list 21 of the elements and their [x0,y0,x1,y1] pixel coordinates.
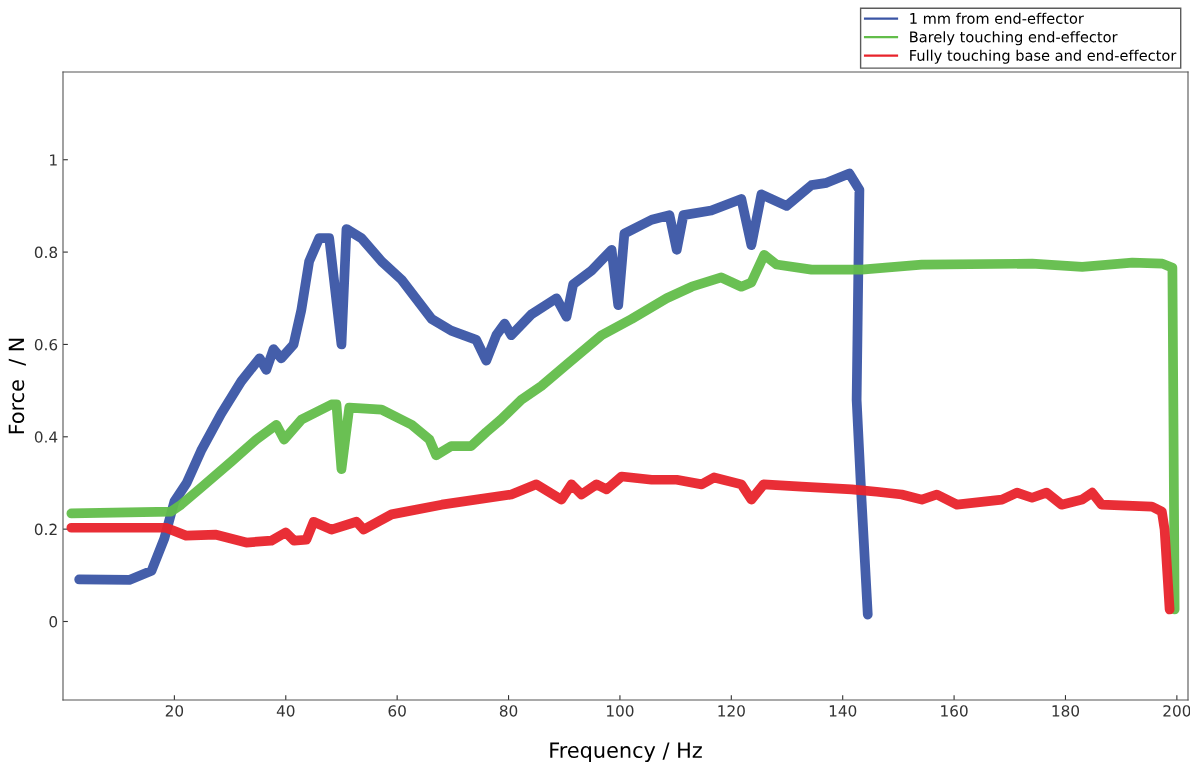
legend-label: Barely touching end-effector [910,31,1118,46]
x-tick-label: 140 [829,705,857,717]
x-tick-label: 200 [1163,705,1190,717]
x-tick-label: 180 [1052,705,1080,717]
x-axis-title: Frequency / Hz [550,742,702,763]
x-tick-label: 20 [165,705,184,717]
x-tick-label: 160 [941,705,968,717]
legend-label: Fully touching base and end-effector [910,49,1177,64]
x-tick-label: 120 [718,705,745,717]
y-tick-label: 0 [49,615,58,628]
x-tick-label: 100 [607,705,634,717]
y-tick-label: 1 [50,154,57,166]
x-tick-label: 80 [499,705,518,717]
x-tick-label: 60 [388,705,406,717]
y-tick-label: 0.8 [34,246,58,259]
y-tick-label: 0.2 [34,523,57,536]
legend-label: 1 mm from end-effector [910,12,1084,24]
x-tick-label: 40 [276,705,295,717]
y-tick-label: 0.4 [34,431,58,443]
y-tick-label: 0.6 [34,338,58,351]
y-axis-title: Force / N [8,338,26,434]
